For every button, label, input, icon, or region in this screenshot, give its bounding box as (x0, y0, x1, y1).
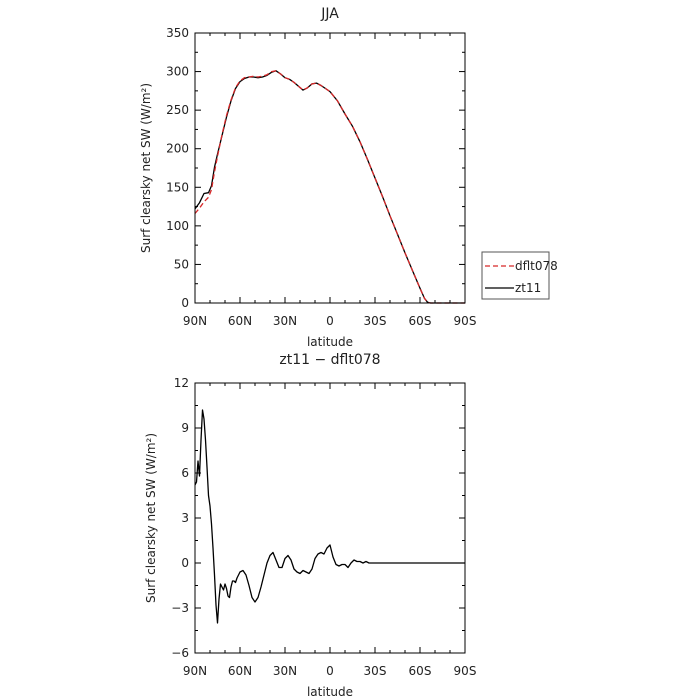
bottom-plot-frame (194, 382, 466, 654)
bottom-y-tick-label: 9 (181, 421, 189, 435)
bottom-x-tick-label: 90S (454, 664, 477, 678)
top-chart-title: JJA (320, 6, 339, 22)
top-x-tick-label: 60N (228, 314, 252, 328)
bottom-y-tick-label: 12 (174, 376, 189, 390)
top-y-tick-label: 200 (166, 142, 189, 156)
top-x-axis-label: latitude (307, 335, 353, 349)
top-panel: JJA 90N 60N 30N 0 30S 60S 90S 0 50 100 150 200 250 30… (139, 6, 558, 349)
bottom-chart-title: zt11 − dflt078 (279, 352, 380, 368)
top-x-tick-label: 60S (409, 314, 432, 328)
top-y-tick-label: 350 (166, 26, 189, 40)
top-y-tick-label: 300 (166, 65, 189, 79)
top-x-tick-label: 30S (364, 314, 387, 328)
bottom-x-tick-label: 30N (273, 664, 297, 678)
bottom-y-axis-label: Surf clearsky net SW (W/m²) (144, 433, 158, 603)
legend: dflt078 zt11 (481, 251, 558, 300)
bottom-x-tick-label: 60S (409, 664, 432, 678)
bottom-x-tick-label: 90N (183, 664, 207, 678)
top-y-tick-label: 0 (181, 296, 189, 310)
bottom-x-tick-label: 30S (364, 664, 387, 678)
bottom-x-tick-label: 60N (228, 664, 252, 678)
top-x-tick-label: 30N (273, 314, 297, 328)
legend-dflt078-label: dflt078 (515, 259, 558, 273)
top-y-tick-label: 50 (174, 257, 189, 271)
bottom-series-difference-line (194, 409, 465, 624)
top-x-tick-label: 0 (326, 314, 334, 328)
bottom-y-tick-label: −3 (171, 601, 189, 615)
bottom-x-tick-label: 0 (326, 664, 334, 678)
top-y-tick-label: 250 (166, 103, 189, 117)
top-series-zt11-line (194, 70, 465, 304)
bottom-y-tick-label: 3 (181, 511, 189, 525)
legend-zt11-label: zt11 (515, 281, 541, 295)
top-x-tick-label: 90S (454, 314, 477, 328)
top-y-axis-label: Surf clearsky net SW (W/m²) (139, 83, 153, 253)
top-y-tick-label: 150 (166, 180, 189, 194)
bottom-y-tick-label: 6 (181, 466, 189, 480)
top-series-dflt078-line (194, 70, 465, 304)
bottom-y-tick-label: 0 (181, 556, 189, 570)
top-plot-frame (194, 32, 466, 304)
bottom-x-axis-label: latitude (307, 685, 353, 699)
legend-box (481, 251, 550, 300)
bottom-y-tick-label: −6 (171, 646, 189, 660)
top-x-tick-label: 90N (183, 314, 207, 328)
top-y-tick-label: 100 (166, 219, 189, 233)
bottom-panel: zt11 − dflt078 90N 60N 30N 0 30S 60S 90S −6 −3 0 3… (144, 352, 476, 699)
